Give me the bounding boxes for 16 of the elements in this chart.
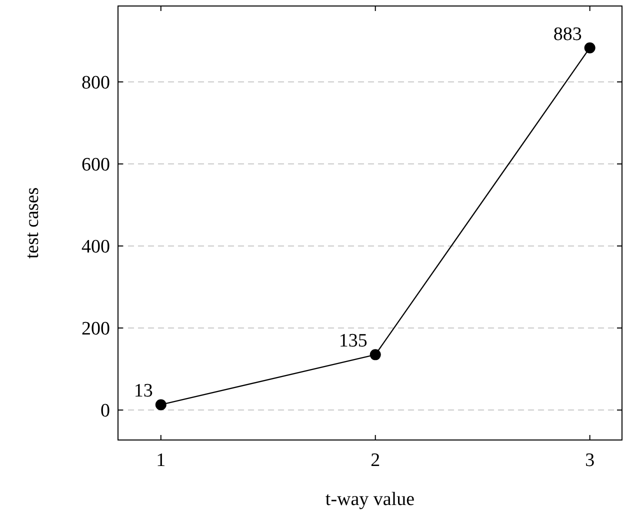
data-label: 135	[338, 330, 368, 352]
point	[155, 399, 166, 410]
y-tick-label: 600	[82, 154, 110, 176]
data-label: 13	[134, 380, 153, 402]
y-tick-label: 400	[82, 236, 110, 258]
y-axis-title: test cases	[22, 187, 43, 259]
x-tick-label: 2	[370, 450, 380, 471]
y-tick-label: 0	[100, 400, 110, 422]
y-tick-label: 800	[82, 72, 110, 94]
data-label: 883	[553, 24, 582, 45]
point	[370, 349, 381, 360]
point	[584, 42, 596, 54]
y-tick-label: 200	[82, 318, 110, 340]
x-tick-label: 1	[156, 450, 166, 471]
x-tick-label: 3	[585, 450, 595, 471]
x-axis-title: t-way value	[325, 489, 415, 510]
